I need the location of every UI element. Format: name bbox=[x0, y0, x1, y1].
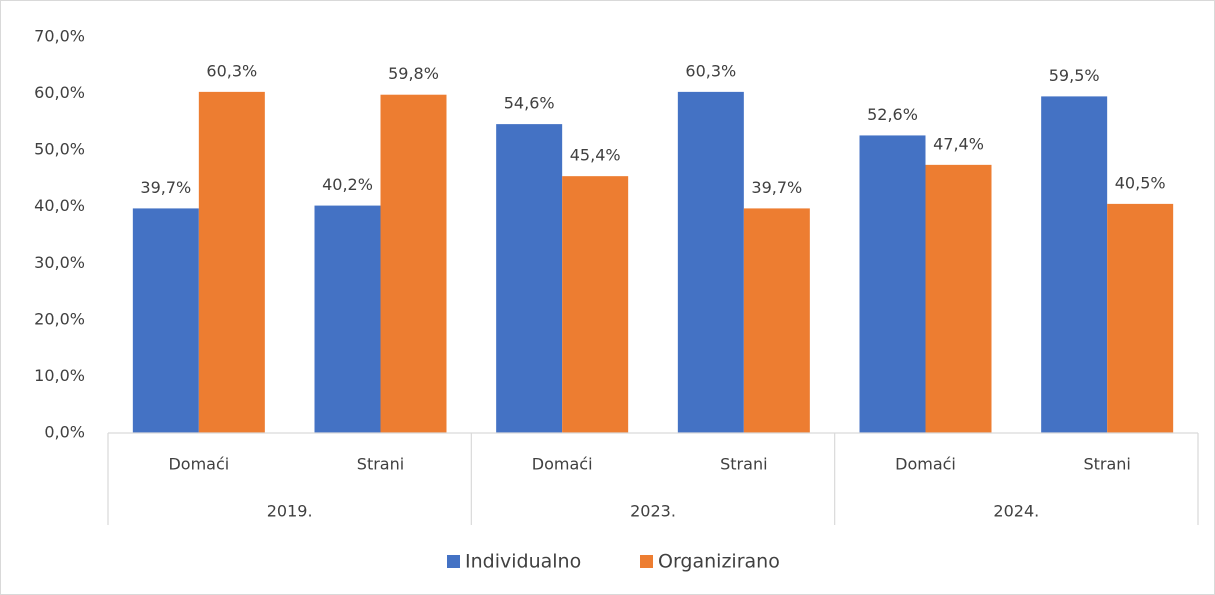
data-label: 52,6% bbox=[867, 105, 918, 124]
bar bbox=[198, 91, 265, 434]
legend-label: Individualno bbox=[465, 551, 581, 573]
bar bbox=[380, 94, 447, 434]
bar bbox=[743, 208, 810, 433]
bar bbox=[496, 124, 563, 434]
bar bbox=[562, 176, 629, 433]
bar bbox=[859, 135, 926, 434]
data-label: 45,4% bbox=[570, 146, 621, 165]
x-tick-label: Strani bbox=[720, 455, 767, 474]
bar bbox=[132, 208, 199, 433]
legend-swatch bbox=[447, 555, 460, 568]
y-tick-label: 60,0% bbox=[34, 83, 85, 102]
y-tick-label: 0,0% bbox=[44, 423, 85, 442]
data-label: 60,3% bbox=[685, 61, 736, 80]
data-label: 40,5% bbox=[1115, 173, 1166, 192]
legend-label: Organizirano bbox=[658, 551, 780, 573]
y-tick-label: 10,0% bbox=[34, 366, 85, 385]
bar bbox=[925, 164, 992, 433]
bar bbox=[314, 205, 381, 433]
x-tick-label: Domaći bbox=[895, 455, 956, 474]
data-label: 54,6% bbox=[504, 94, 555, 113]
data-label: 47,4% bbox=[933, 134, 984, 153]
bar bbox=[1107, 203, 1174, 433]
legend-swatch bbox=[640, 555, 653, 568]
x-tick-label: Strani bbox=[357, 455, 404, 474]
group-label: 2024. bbox=[993, 502, 1039, 521]
data-label: 59,5% bbox=[1049, 66, 1100, 85]
y-tick-label: 30,0% bbox=[34, 253, 85, 272]
y-tick-label: 70,0% bbox=[34, 27, 85, 46]
bar bbox=[1041, 96, 1108, 434]
x-tick-label: Strani bbox=[1083, 455, 1130, 474]
data-label: 39,7% bbox=[140, 178, 191, 197]
data-label: 60,3% bbox=[206, 61, 257, 80]
data-label: 39,7% bbox=[751, 178, 802, 197]
data-label: 40,2% bbox=[322, 175, 373, 194]
x-tick-label: Domaći bbox=[168, 455, 229, 474]
data-label: 59,8% bbox=[388, 64, 439, 83]
y-tick-label: 20,0% bbox=[34, 309, 85, 328]
bar bbox=[677, 91, 744, 434]
y-tick-label: 50,0% bbox=[34, 140, 85, 159]
group-label: 2023. bbox=[630, 502, 676, 521]
x-tick-label: Domaći bbox=[532, 455, 593, 474]
y-tick-label: 40,0% bbox=[34, 196, 85, 215]
group-label: 2019. bbox=[267, 502, 313, 521]
